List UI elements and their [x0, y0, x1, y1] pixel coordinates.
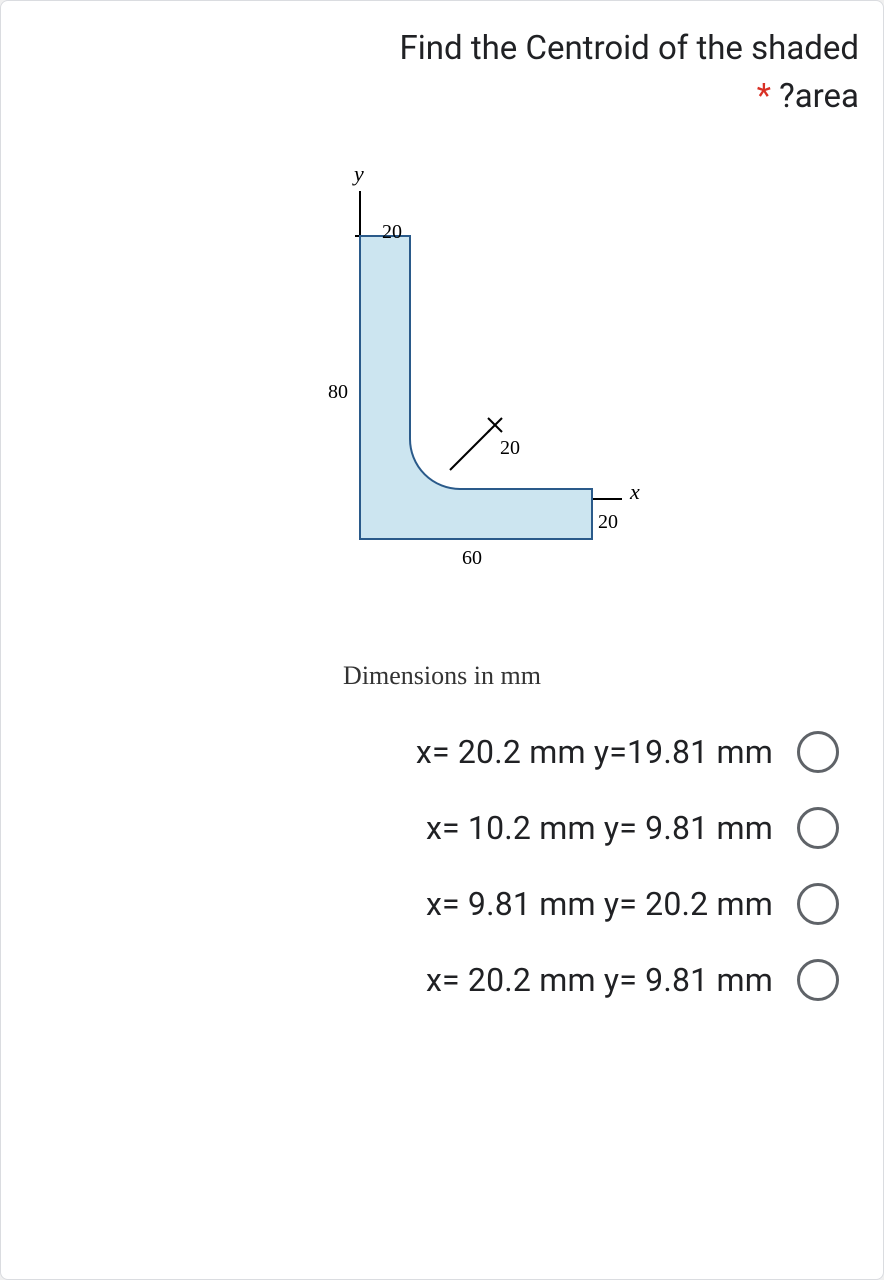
dim-top: 20 [382, 221, 402, 244]
centroid-diagram: y x 20 80 20 20 60 [242, 161, 642, 641]
option-row[interactable]: x= 20.2 mm y= 9.81 mm [25, 959, 839, 1001]
radio-button[interactable] [797, 731, 839, 773]
option-label: x= 10.2 mm y= 9.81 mm [426, 809, 773, 847]
radio-button[interactable] [797, 959, 839, 1001]
option-row[interactable]: x= 10.2 mm y= 9.81 mm [25, 807, 839, 849]
options-group: x= 20.2 mm y=19.81 mm x= 10.2 mm y= 9.81… [25, 731, 859, 1001]
question-card: Find the Centroid of the shaded * ?area [0, 0, 884, 1280]
y-axis-label: y [354, 161, 364, 187]
question-title: Find the Centroid of the shaded * ?area [25, 25, 859, 121]
question-line2: ?area [779, 77, 859, 116]
dim-right: 20 [598, 511, 618, 534]
radio-button[interactable] [797, 807, 839, 849]
dim-left: 80 [328, 381, 348, 404]
diagram-container: y x 20 80 20 20 60 Dimensions in mm [25, 161, 859, 691]
option-label: x= 20.2 mm y=19.81 mm [416, 733, 773, 771]
dim-fillet: 20 [500, 437, 520, 460]
radio-button[interactable] [797, 883, 839, 925]
option-row[interactable]: x= 20.2 mm y=19.81 mm [25, 731, 839, 773]
dim-bottom: 60 [462, 547, 482, 570]
option-row[interactable]: x= 9.81 mm y= 20.2 mm [25, 883, 839, 925]
option-label: x= 9.81 mm y= 20.2 mm [426, 885, 773, 923]
question-line1: Find the Centroid of the shaded [400, 29, 859, 68]
required-asterisk: * [757, 77, 771, 116]
shape-svg [242, 161, 642, 601]
x-axis-label: x [630, 479, 640, 505]
option-label: x= 20.2 mm y= 9.81 mm [426, 961, 773, 999]
diagram-caption: Dimensions in mm [25, 661, 859, 691]
